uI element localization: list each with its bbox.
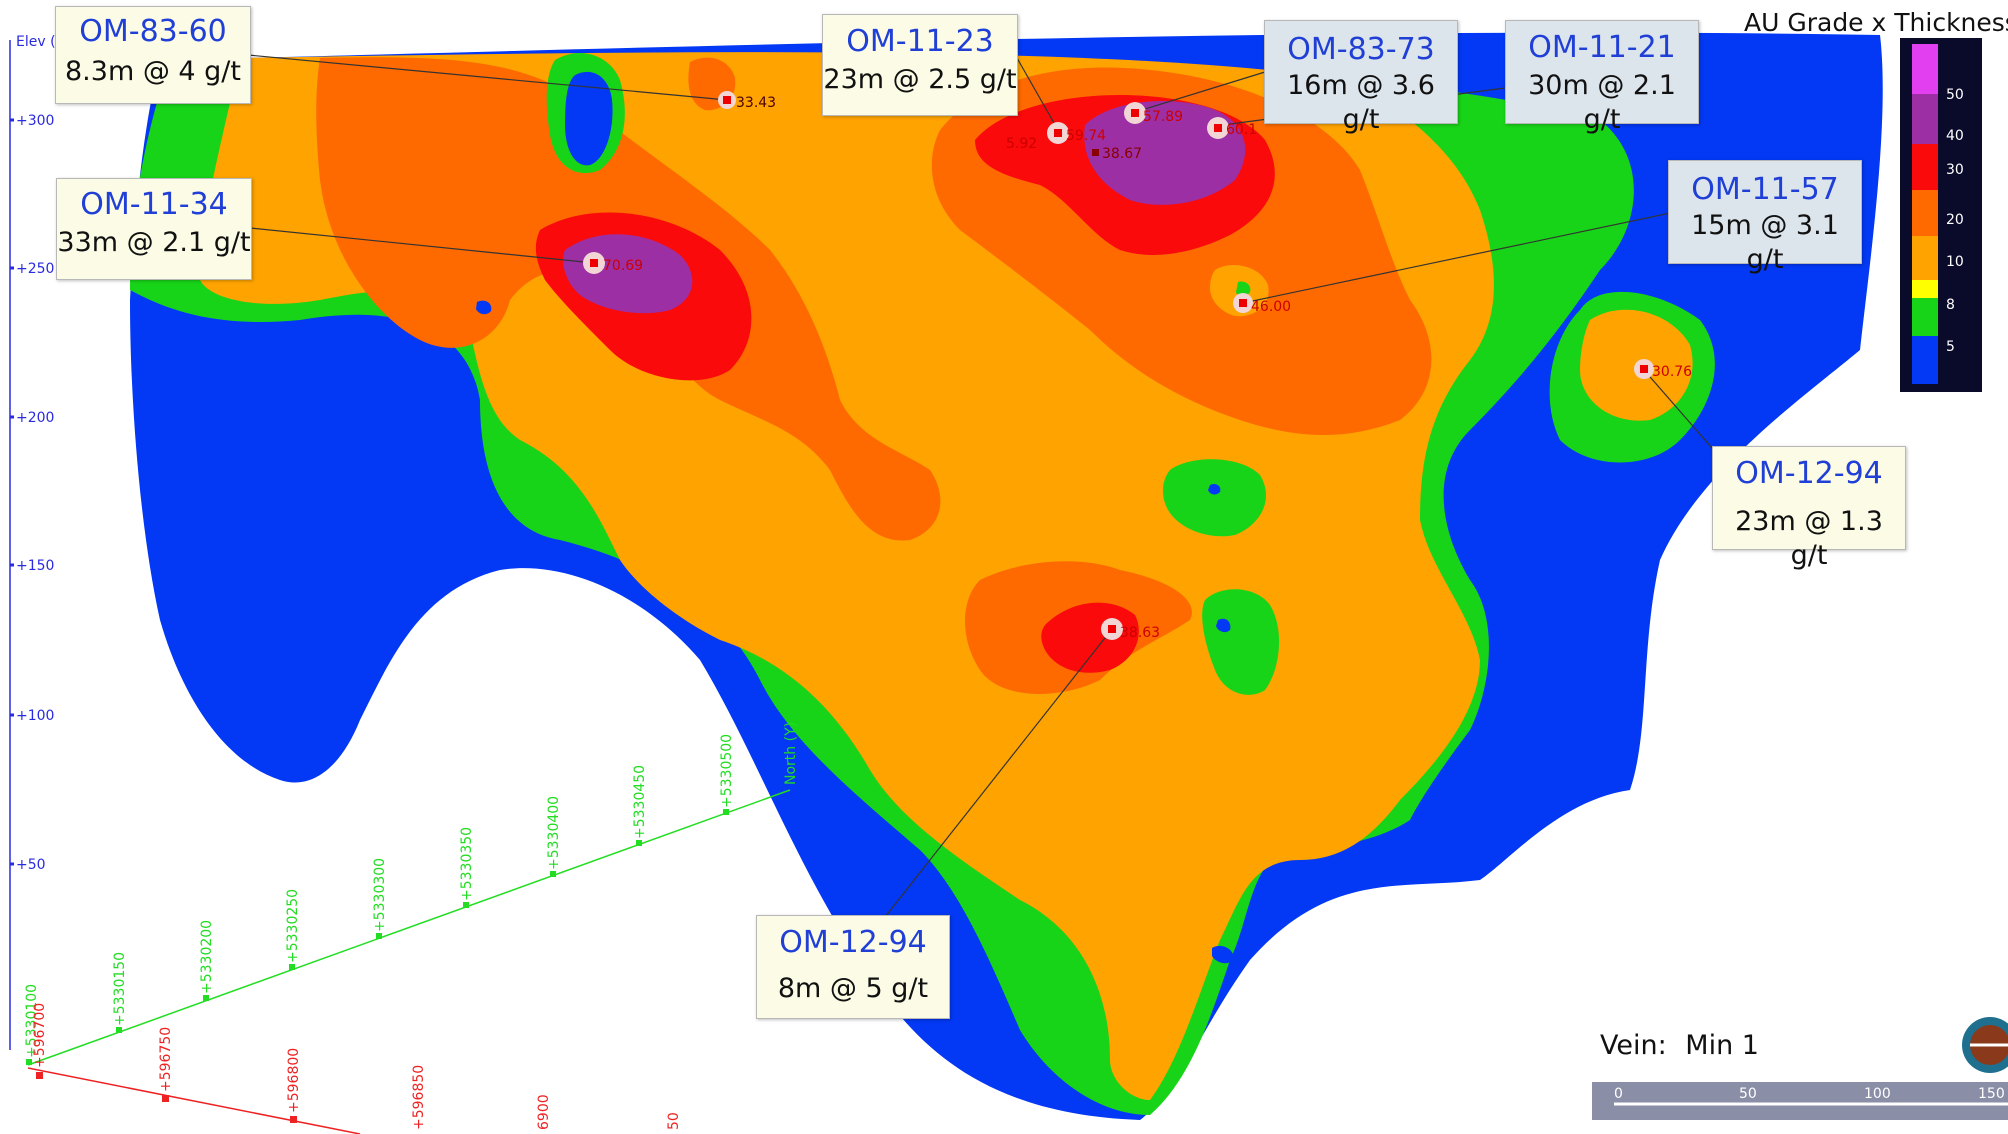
callout-result: 8.3m @ 4 g/t <box>65 56 241 87</box>
callout-om-11-21: OM-11-21 30m @ 2.1 g/t <box>1505 20 1699 135</box>
callout-om-12-94-south: OM-12-94 8m @ 5 g/t <box>756 915 950 1019</box>
drill-point-marker <box>1101 618 1123 640</box>
elevation-tick: +250 <box>16 261 54 277</box>
callout-result: 15m @ 3.1 g/t <box>1691 210 1839 275</box>
drill-point-marker <box>583 252 605 274</box>
east-tick: 50 <box>666 1112 682 1130</box>
callout-hole-id: OM-12-94 <box>1735 456 1883 491</box>
east-tick: +596750 <box>158 1027 174 1092</box>
callout-om-11-23: OM-11-23 23m @ 2.5 g/t <box>822 14 1018 116</box>
vein-label: Vein: <box>1600 1030 1667 1061</box>
company-logo <box>1962 1017 2008 1073</box>
callout-om-11-57: OM-11-57 15m @ 3.1 g/t <box>1668 160 1862 275</box>
callout-hole-id: OM-12-94 <box>779 925 927 960</box>
drill-point-label: 33.43 <box>736 95 776 111</box>
elevation-tick: +150 <box>16 558 54 574</box>
drill-point-label: 57.89 <box>1143 109 1183 125</box>
legend-title: AU Grade x Thickness <box>1744 8 2008 37</box>
drill-point-label: 30.76 <box>1652 364 1692 380</box>
elevation-tick: +100 <box>16 708 54 724</box>
legend-class-label: 40 <box>1946 128 1964 144</box>
scale-tick: 100 <box>1864 1086 1891 1102</box>
north-tick: +5330350 <box>459 827 475 901</box>
callout-result: 30m @ 2.1 g/t <box>1528 70 1676 135</box>
drill-point-marker <box>718 91 736 109</box>
north-tick: +5330200 <box>199 920 215 994</box>
drill-point-marker <box>1207 117 1229 139</box>
legend-class-label: 30 <box>1946 162 1964 178</box>
callout-om-83-73: OM-83-73 16m @ 3.6 g/t <box>1264 20 1458 135</box>
callout-result: 33m @ 2.1 g/t <box>57 227 251 258</box>
north-tick: +5330500 <box>719 734 735 808</box>
vein-value: Min 1 <box>1685 1030 1759 1061</box>
callout-om-83-60: OM-83-60 8.3m @ 4 g/t <box>55 6 251 104</box>
scale-tick: 0 <box>1614 1086 1623 1102</box>
callout-result: 8m @ 5 g/t <box>777 973 929 1004</box>
legend-class-label: 20 <box>1946 212 1964 228</box>
drill-point-marker <box>1047 122 1069 144</box>
elevation-tick: +50 <box>16 857 46 873</box>
callout-om-12-94-east: OM-12-94 23m @ 1.3 g/t <box>1712 446 1906 571</box>
drill-point-label: 70.69 <box>603 258 643 274</box>
callout-result: 16m @ 3.6 g/t <box>1287 70 1435 135</box>
north-tick: +5330250 <box>285 889 301 963</box>
legend-class-label: 10 <box>1946 254 1964 270</box>
callout-hole-id: OM-11-21 <box>1528 30 1676 65</box>
drill-point-marker <box>1124 102 1146 124</box>
drill-point-marker <box>1233 293 1253 313</box>
callout-hole-id: OM-83-60 <box>79 14 227 49</box>
elevation-tick: +300 <box>16 113 54 129</box>
callout-result: 23m @ 1.3 g/t <box>1735 506 1883 571</box>
east-tick: +596850 <box>411 1065 427 1130</box>
scale-bar: 0 50 100 150 <box>1592 1082 2008 1120</box>
drill-point-label: 46.00 <box>1251 299 1291 315</box>
north-tick: +5330300 <box>372 858 388 932</box>
scale-tick: 50 <box>1739 1086 1757 1102</box>
legend: 50 40 30 20 10 8 5 <box>1900 38 1982 392</box>
callout-result: 23m @ 2.5 g/t <box>823 64 1017 95</box>
east-axis: +596700 +596750 +596800 +596850 6900 50 <box>27 1003 682 1134</box>
north-axis-label: North (Y) <box>783 722 799 785</box>
legend-class-label: 5 <box>1946 339 1955 355</box>
callout-hole-id: OM-83-73 <box>1287 32 1435 67</box>
drill-point-marker <box>1634 359 1654 379</box>
elevation-tick: +200 <box>16 410 54 426</box>
drill-point-label: 60.1 <box>1226 122 1257 138</box>
drill-point-label: 5.92 <box>1006 136 1037 152</box>
scale-tick: 150 <box>1978 1086 2005 1102</box>
drill-point-marker <box>1092 149 1099 156</box>
north-tick: +5330150 <box>112 952 128 1026</box>
legend-class-label: 8 <box>1946 297 1955 313</box>
drill-point-label: 38.67 <box>1102 146 1142 162</box>
callout-hole-id: OM-11-34 <box>80 187 228 222</box>
legend-class-label: 50 <box>1946 87 1964 103</box>
east-tick: +596800 <box>286 1048 302 1113</box>
drill-points: 33.43 70.69 59.74 5.92 38.67 57.89 60.1 … <box>583 91 1692 641</box>
drill-point-label: 59.74 <box>1066 128 1106 144</box>
north-tick: +5330100 <box>24 984 40 1058</box>
vein-indicator: Vein: Min 1 <box>1600 1030 1759 1061</box>
callout-hole-id: OM-11-57 <box>1691 172 1839 207</box>
north-axis: +5330100 +5330150 +5330200 +5330250 +533… <box>24 722 799 1066</box>
callout-om-11-34: OM-11-34 33m @ 2.1 g/t <box>56 178 252 280</box>
drill-point-label: 38.63 <box>1120 625 1160 641</box>
north-tick: +5330450 <box>632 765 648 839</box>
east-tick: +596700 <box>32 1003 48 1068</box>
east-tick: 6900 <box>536 1094 552 1130</box>
north-tick: +5330400 <box>546 796 562 870</box>
callout-hole-id: OM-11-23 <box>846 24 994 59</box>
